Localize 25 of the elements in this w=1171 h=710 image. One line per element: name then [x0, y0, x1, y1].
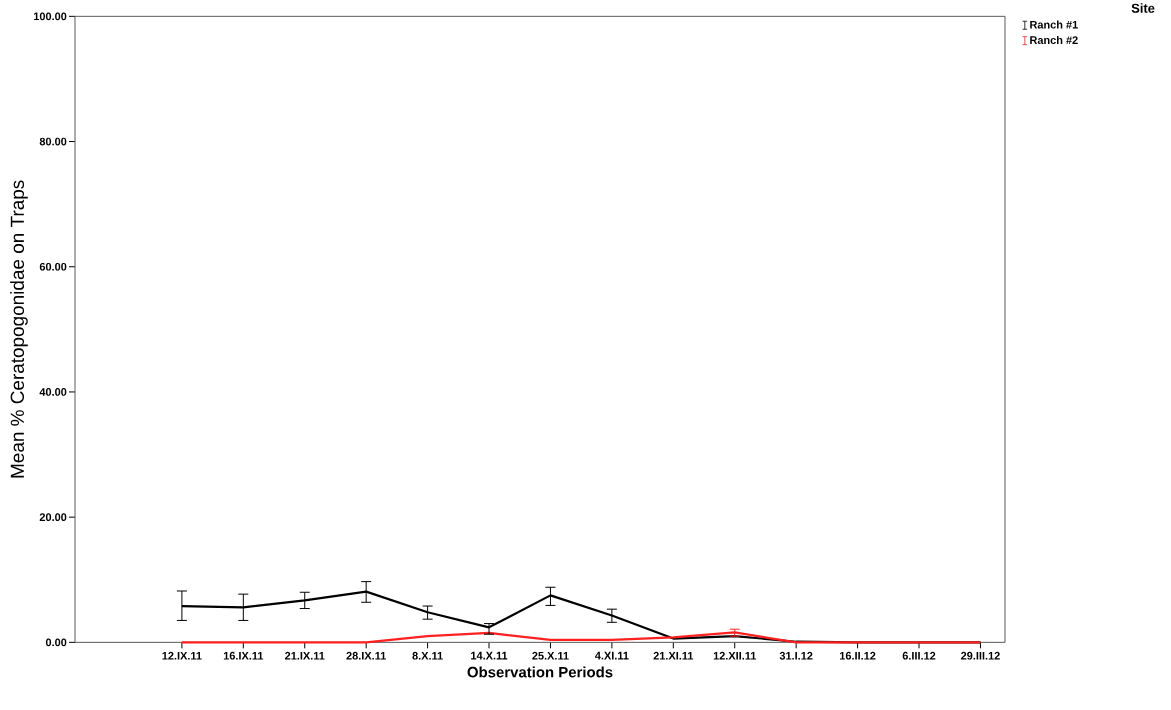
x-tick-label: 21.XI.11 — [653, 651, 694, 660]
x-tick-label: 12.XII.11 — [713, 651, 757, 660]
x-tick-label: 31.I.12 — [779, 651, 813, 660]
x-tick-label: 12.IX.11 — [162, 651, 202, 660]
x-tick-label: 16.II.12 — [840, 651, 876, 660]
x-tick-label: 25.X.11 — [532, 651, 569, 660]
x-tick-label: 8.X.11 — [412, 651, 443, 660]
y-tick-label: 0.00 — [45, 638, 67, 647]
x-tick-label: 6.III.12 — [902, 651, 936, 660]
x-tick-label: 21.IX.11 — [285, 651, 325, 660]
y-tick-label: 20.00 — [39, 513, 67, 521]
x-tick-label: 29.III.12 — [961, 651, 1000, 660]
y-tick-label: 80.00 — [39, 137, 67, 146]
legend-label: Ranch #2 — [1030, 35, 1078, 44]
y-tick-label: 100.00 — [33, 12, 67, 21]
legend-label: Ranch #1 — [1030, 20, 1078, 29]
x-tick-label: 4.XI.11 — [594, 651, 629, 660]
x-tick-label: 14.X.11 — [471, 651, 508, 660]
y-tick-label: 40.00 — [39, 387, 67, 396]
x-axis-title: Observation Periods — [467, 666, 613, 678]
y-tick-label: 60.00 — [39, 262, 67, 271]
y-axis-title: Mean % Ceratopogonidae on Traps — [10, 180, 28, 478]
x-tick-label: 16.IX.11 — [223, 651, 264, 660]
x-tick-label: 28.IX.11 — [346, 651, 386, 660]
legend-title: Site — [1131, 3, 1155, 13]
